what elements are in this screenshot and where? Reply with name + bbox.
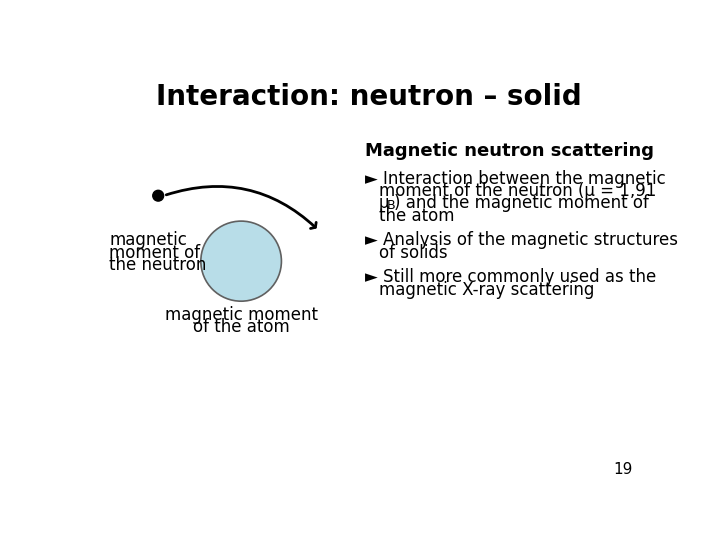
Text: Interaction: neutron – solid: Interaction: neutron – solid <box>156 83 582 111</box>
Circle shape <box>153 190 163 201</box>
Text: the atom: the atom <box>379 207 454 225</box>
Text: moment of the neutron (μ = 1,91: moment of the neutron (μ = 1,91 <box>379 182 657 200</box>
Text: of the atom: of the atom <box>193 319 289 336</box>
Text: ► Still more commonly used as the: ► Still more commonly used as the <box>365 268 657 286</box>
Text: B: B <box>387 199 395 212</box>
Text: the neutron: the neutron <box>109 256 207 274</box>
Text: 19: 19 <box>613 462 632 477</box>
Text: magnetic X-ray scattering: magnetic X-ray scattering <box>379 281 595 299</box>
Text: Magnetic neutron scattering: Magnetic neutron scattering <box>365 142 654 160</box>
Text: of solids: of solids <box>379 244 448 262</box>
Text: μ: μ <box>379 194 390 212</box>
Text: magnetic moment: magnetic moment <box>165 306 318 324</box>
Text: ► Analysis of the magnetic structures: ► Analysis of the magnetic structures <box>365 231 678 249</box>
Text: magnetic: magnetic <box>109 231 187 249</box>
Text: ) and the magnetic moment of: ) and the magnetic moment of <box>394 194 649 212</box>
Circle shape <box>201 221 282 301</box>
Text: moment of: moment of <box>109 244 200 262</box>
Text: ► Interaction between the magnetic: ► Interaction between the magnetic <box>365 170 666 188</box>
